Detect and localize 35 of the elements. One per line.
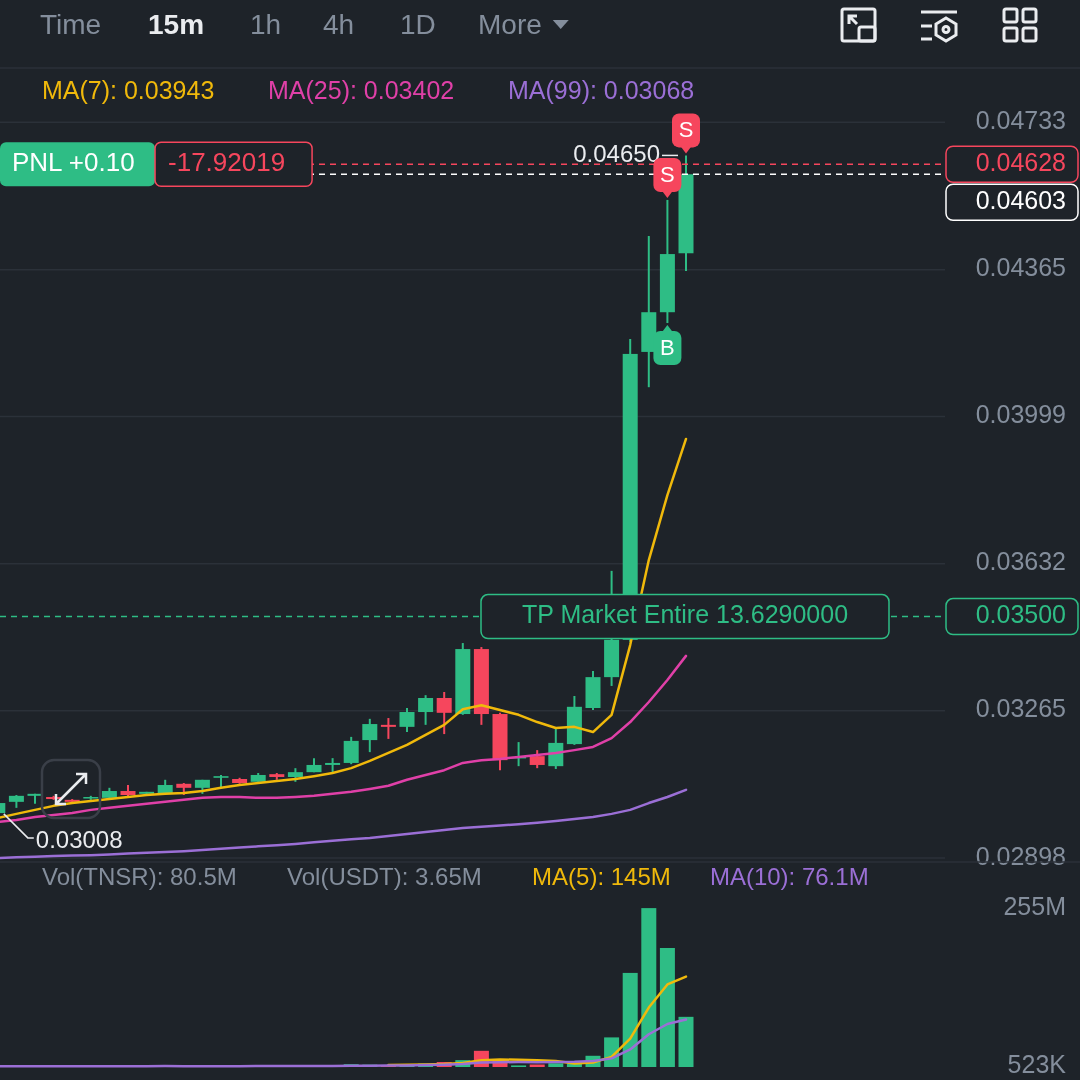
y-tick-label: 255M xyxy=(1003,891,1066,920)
y-tick-label: 0.04365 xyxy=(975,253,1066,282)
price-tag: 0.03500 xyxy=(945,597,1079,636)
text: MA(25): 0.03402 xyxy=(268,75,455,104)
text: Time xyxy=(40,9,102,41)
text: 4h xyxy=(323,9,355,41)
ref-line-label: 0.04628 xyxy=(975,147,1066,176)
annotation: Vol(TNSR): 80.5M xyxy=(42,863,237,891)
y-tick-label: 523K xyxy=(1007,1050,1067,1079)
y-tick-label: 0.03999 xyxy=(975,400,1066,429)
y-tick-label: 0.04733 xyxy=(975,105,1066,134)
order-tag: TP Market Entire 13.6290000 xyxy=(480,593,890,640)
text: 1h xyxy=(250,9,282,41)
annotation: S xyxy=(660,161,675,187)
text: MA(7): 0.03943 xyxy=(42,75,215,104)
text: 1D xyxy=(400,9,436,41)
annotation: B xyxy=(660,334,675,360)
y-tick-label: 0.03265 xyxy=(975,694,1066,723)
annotation: PNL +0.10 xyxy=(12,147,135,178)
text: MA(10): 76.1M xyxy=(709,863,869,891)
price-tag: 0.04628 xyxy=(945,145,1079,183)
annotation: S xyxy=(678,117,694,143)
y-tick-label: 0.03632 xyxy=(975,547,1066,576)
y-tick-label: 0.02898 xyxy=(975,841,1066,870)
annotation: -17.92019 xyxy=(168,147,286,178)
text: MA(99): 0.03068 xyxy=(508,75,695,104)
annotation: TP Market Entire 13.6290000 xyxy=(521,600,849,629)
text: 15m xyxy=(148,9,205,41)
price-tag: 0.04603 xyxy=(945,183,1079,221)
ref-line-label: 0.04603 xyxy=(975,185,1066,214)
annotation: 0.03008 xyxy=(35,826,123,854)
ref-line-label: 0.03500 xyxy=(975,600,1066,629)
annotation: Vol(USDT): 3.65M xyxy=(287,863,482,891)
text: More xyxy=(478,9,542,41)
text: MA(5): 145M xyxy=(532,863,671,891)
